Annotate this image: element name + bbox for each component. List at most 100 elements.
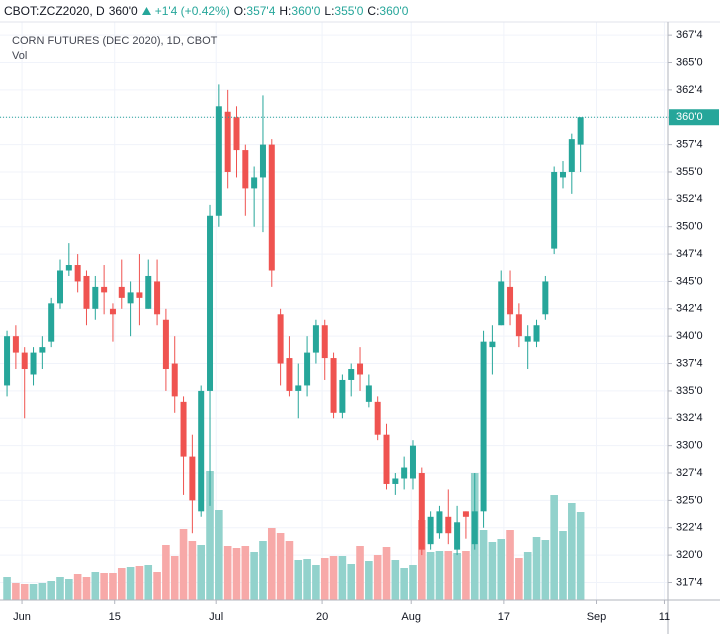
volume-bar	[541, 540, 550, 600]
candle-body	[462, 511, 469, 517]
x-tick-label: 20	[316, 611, 328, 623]
last-price-tag	[669, 109, 719, 126]
volume-bar	[382, 547, 391, 600]
x-tick-label: 11	[659, 611, 670, 623]
candle-body	[551, 171, 558, 249]
volume-bar	[356, 546, 364, 600]
volume-bar	[515, 558, 523, 600]
candle-body	[418, 473, 425, 550]
candle-body	[383, 434, 390, 484]
y-tick-label: 352'4	[676, 193, 703, 205]
ohlc-label: L:	[324, 4, 335, 18]
y-tick-label: 342'4	[676, 303, 703, 315]
candle-body	[21, 352, 28, 370]
volume-bar	[285, 541, 294, 600]
candle-body	[251, 177, 258, 189]
volume-bar	[373, 555, 382, 600]
volume-bar	[320, 558, 329, 600]
volume-bar	[338, 556, 347, 600]
volume-bar	[329, 556, 338, 600]
change: +1'4 (+0.42%)	[154, 4, 230, 18]
candle-body	[74, 265, 81, 282]
candle-body	[198, 390, 205, 512]
volume-bar	[241, 546, 250, 600]
candle-body	[242, 150, 249, 189]
y-tick-label: 347'4	[676, 248, 703, 260]
volume-bar	[347, 564, 356, 600]
volume-bar	[303, 559, 311, 600]
volume-bar	[559, 531, 567, 600]
candle-body	[568, 139, 575, 172]
volume-bar	[197, 545, 205, 600]
volume-bar	[38, 583, 47, 600]
candle-body	[312, 325, 319, 353]
ohlc-value: 355'0	[334, 4, 364, 18]
volume-bar	[12, 583, 20, 600]
candle-body	[321, 325, 328, 359]
volume-bar	[117, 568, 126, 600]
up-arrow	[141, 7, 151, 15]
volume-bar	[91, 572, 100, 600]
candle-body	[171, 363, 178, 397]
y-tick-label: 317'4	[676, 576, 703, 588]
ohlc-value: 360'0	[291, 4, 321, 18]
y-tick-label: 362'4	[676, 84, 703, 96]
volume-bar	[312, 565, 320, 600]
y-tick-label: 355'0	[676, 166, 703, 178]
candle-body	[577, 117, 584, 145]
candle-body	[401, 467, 408, 479]
y-tick-label: 340'0	[676, 330, 703, 342]
candle-body	[392, 478, 399, 484]
volume-bar	[144, 565, 153, 600]
candle-body	[118, 286, 125, 298]
candle-body	[101, 286, 108, 293]
volume-bar	[488, 542, 497, 600]
y-tick-label: 332'4	[676, 412, 703, 424]
volume-bar	[170, 556, 179, 600]
volume-bar	[267, 528, 276, 600]
volume-bar	[365, 561, 373, 600]
candle-body	[489, 341, 496, 348]
candle-body	[39, 347, 46, 353]
volume-bar	[426, 552, 435, 600]
candle-body	[524, 336, 531, 342]
candle-body	[92, 286, 99, 309]
y-tick-label: 350'0	[676, 221, 703, 233]
candle-body	[357, 363, 364, 375]
volume-bar	[29, 584, 38, 600]
volume-bar	[126, 567, 135, 600]
y-tick-label: 365'0	[676, 56, 703, 68]
candle-body	[445, 516, 452, 534]
volume-legend: Vol	[12, 50, 27, 62]
x-tick-label: 15	[109, 611, 121, 623]
candle-body	[215, 106, 222, 216]
volume-bar	[20, 584, 29, 600]
volume-bar	[576, 512, 585, 600]
volume-bar	[435, 551, 444, 600]
y-tick-label: 337'4	[676, 357, 703, 369]
volume-bar	[294, 560, 303, 600]
candle-body	[436, 511, 443, 534]
volume-bar	[100, 573, 108, 600]
y-tick-label: 322'4	[676, 522, 703, 534]
candle-body	[83, 275, 90, 309]
x-tick-label: Aug	[401, 611, 421, 623]
volume-bar	[56, 577, 64, 600]
symbol-header: CBOT:ZCZ2020, D 360'0 +1'4 (+0.42%) O: 35…	[4, 3, 408, 19]
volume-bar	[444, 551, 453, 600]
candle-body	[471, 511, 478, 545]
volume-bar	[568, 503, 576, 600]
chart-title: CORN FUTURES (DEC 2020), 1D, CBOT	[12, 35, 218, 47]
ohlc-label: O:	[233, 4, 247, 18]
y-tick-label: 327'4	[676, 467, 703, 479]
volume-bar	[215, 510, 223, 600]
last-price-label: 360'0	[676, 111, 703, 123]
ohlc-label: C:	[367, 4, 380, 18]
ohlc-value: 357'4	[246, 4, 276, 18]
volume-bar	[532, 537, 541, 600]
candle-body	[65, 265, 72, 271]
volume-bar	[462, 551, 470, 600]
volume-bar	[497, 539, 506, 600]
